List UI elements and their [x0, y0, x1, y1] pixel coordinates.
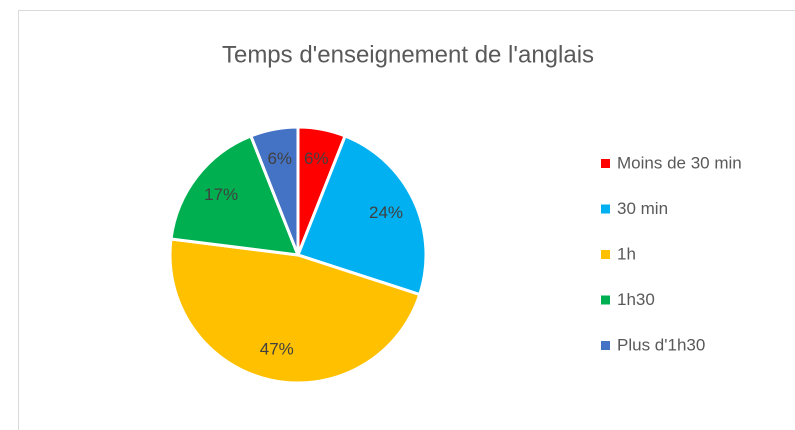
- data-label: 6%: [304, 149, 329, 168]
- legend-label: 1h30: [617, 290, 655, 309]
- pie-slice: [169, 134, 301, 257]
- pie-slice: [248, 125, 300, 256]
- data-label: 47%: [260, 339, 294, 358]
- legend-swatch: [601, 204, 610, 214]
- legend-label: 1h: [617, 244, 636, 263]
- legend-label: Moins de 30 min: [617, 153, 742, 172]
- data-label: 24%: [369, 203, 403, 222]
- legend-label: 30 min: [617, 199, 668, 218]
- legend-swatch: [601, 295, 610, 305]
- data-label: 6%: [267, 149, 292, 168]
- legend-label: Plus d'1h30: [617, 335, 705, 354]
- legend-swatch: [601, 341, 610, 350]
- legend-swatch: [601, 159, 610, 168]
- pie-slice: [168, 237, 422, 385]
- legend-swatch: [601, 250, 610, 259]
- pie-slice: [296, 134, 428, 297]
- data-label: 17%: [204, 185, 238, 204]
- chart-title: Temps d'enseignement de l'anglais: [222, 41, 594, 68]
